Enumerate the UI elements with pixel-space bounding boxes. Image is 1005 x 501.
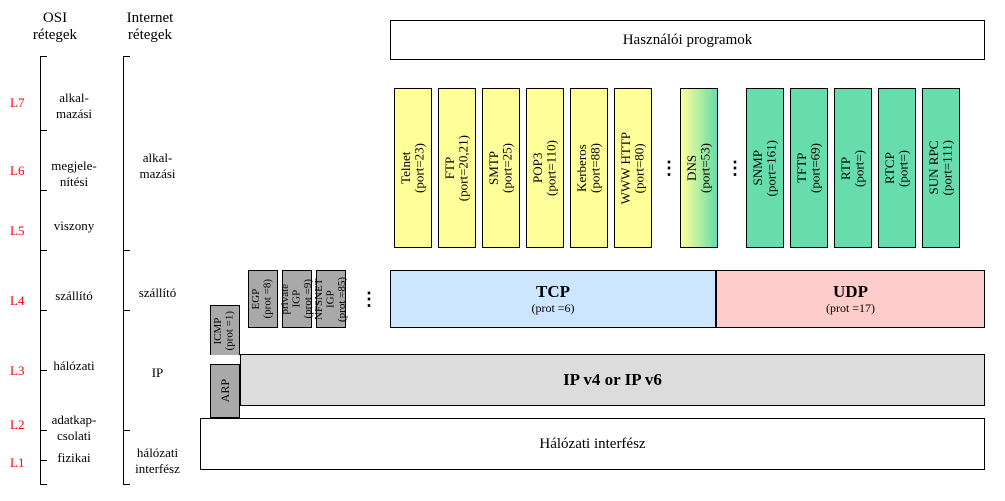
- internet-transport: szállító: [130, 285, 185, 301]
- osi-tick: [40, 484, 47, 485]
- udp-label: UDP: [833, 283, 868, 302]
- tcp-prot: (prot =6): [531, 302, 574, 315]
- layer-code-L2: L2: [10, 417, 24, 433]
- layer-code-L3: L3: [10, 363, 24, 379]
- internet-tick: [123, 56, 130, 57]
- osi-label-L1: fizikai: [47, 450, 101, 466]
- arp-box: ARP: [210, 364, 240, 418]
- internet-netif: hálózatiinterfész: [130, 445, 185, 477]
- osi-label-L7: alkal-mazási: [47, 90, 101, 122]
- osi-label-L2: adatkap-csolati: [47, 412, 101, 444]
- app-rtcp: RTCP(port=): [878, 88, 916, 248]
- osi-label-L4: szállító: [47, 288, 101, 304]
- tcp-label: TCP: [536, 283, 570, 302]
- app-rtp: RTP(port=): [834, 88, 872, 248]
- ellipsis-1: ⋮: [660, 158, 678, 179]
- osi-tick: [40, 370, 47, 371]
- ellipsis-3: ⋮: [360, 289, 378, 310]
- internet-axis: [123, 56, 124, 484]
- osi-label-L5: viszony: [47, 218, 101, 234]
- internet-tick: [123, 430, 130, 431]
- osi-tick: [40, 250, 47, 251]
- app-sun-rpc: SUN RPC(port=111): [922, 88, 960, 248]
- app-tftp: TFTP(port=69): [790, 88, 828, 248]
- ipproto-pigp: privateIGP(prot =9): [282, 270, 312, 328]
- app-pop3: POP3(port=110): [526, 88, 564, 248]
- user-programs: Használói programok: [390, 20, 985, 60]
- ipproto-egp: EGP(prot =8): [248, 270, 278, 328]
- osi-label-L3: hálózati: [47, 358, 101, 374]
- layer-code-L4: L4: [10, 293, 24, 309]
- ipproto-nfsnet: NFSNETIGP(prot =85): [316, 270, 346, 328]
- internet-tick: [123, 250, 130, 251]
- app-snmp: SNMP(port=161): [746, 88, 784, 248]
- layer-code-L1: L1: [10, 455, 24, 471]
- internet-ip: IP: [130, 365, 185, 381]
- osi-axis: [40, 56, 41, 484]
- osi-tick: [40, 430, 47, 431]
- app-dns: DNS(port=53): [680, 88, 718, 248]
- osi-label-L6: megjele-nítési: [47, 158, 101, 190]
- icmp-box: ICMP(prot =1): [210, 305, 240, 355]
- tcp-box: TCP(prot =6): [390, 270, 716, 328]
- net-interface: Hálózati interfész: [200, 418, 985, 470]
- osi-tick: [40, 190, 47, 191]
- ip-layer: IP v4 or IP v6: [240, 354, 985, 406]
- layer-code-L5: L5: [10, 223, 24, 239]
- osi-tick: [40, 310, 47, 311]
- app-ftp: FTP(port=20,21): [438, 88, 476, 248]
- internet-tick: [123, 484, 130, 485]
- layer-code-L6: L6: [10, 163, 24, 179]
- internet-header: Internetrétegek: [115, 10, 185, 44]
- osi-header: OSIrétegek: [20, 10, 90, 44]
- osi-tick: [40, 460, 47, 461]
- layer-code-L7: L7: [10, 95, 24, 111]
- udp-prot: (prot =17): [826, 302, 875, 315]
- app-www-http: WWW HTTP(port=80): [614, 88, 652, 248]
- ellipsis-2: ⋮: [726, 158, 744, 179]
- internet-tick: [123, 310, 130, 311]
- udp-box: UDP(prot =17): [716, 270, 985, 328]
- app-telnet: Telnet(port=23): [394, 88, 432, 248]
- osi-tick: [40, 56, 47, 57]
- app-smtp: SMTP(port=25): [482, 88, 520, 248]
- internet-app: alkal-mazási: [130, 150, 185, 182]
- app-kerberos: Kerberos(port=88): [570, 88, 608, 248]
- osi-tick: [40, 130, 47, 131]
